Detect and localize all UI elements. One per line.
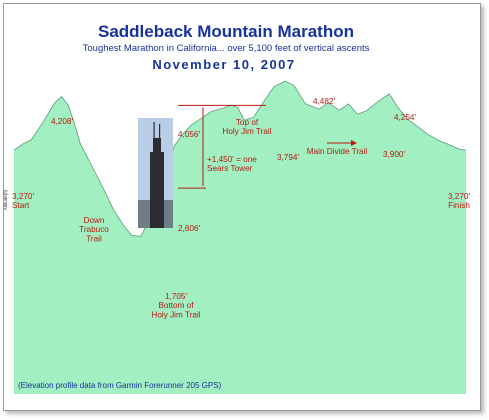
annotation-tower-bottom: 2,606' bbox=[178, 224, 200, 233]
annotation-finish: 3,270' Finish bbox=[448, 192, 470, 210]
source-note: (Elevation profile data from Garmin Fore… bbox=[18, 381, 222, 390]
tower-upper bbox=[153, 138, 161, 154]
y-axis-label: Altitude(ft) bbox=[3, 189, 8, 210]
annotation-trough-1-line-0: 3,794' bbox=[277, 153, 299, 162]
annotation-start-line-1: Start bbox=[12, 201, 30, 210]
annotation-trough-2-line-0: 3,900' bbox=[383, 150, 405, 159]
annotation-top-holy-jim-line-0: Top of bbox=[236, 118, 259, 127]
annotation-top-holy-jim: Top of Holy Jim Trail bbox=[222, 118, 271, 136]
annotation-down-trabuco-line-0: Down bbox=[84, 216, 105, 225]
elevation-area bbox=[14, 81, 466, 394]
elevation-line bbox=[13, 80, 467, 237]
annotation-down-trabuco-line-1: Trabuco bbox=[79, 225, 109, 234]
sears-tower-photo bbox=[138, 118, 173, 228]
chart-title: Saddleback Mountain Marathon bbox=[98, 22, 354, 41]
annotation-finish-line-1: Finish bbox=[448, 201, 470, 210]
annotation-bottom-holy-jim: 1,705' Bottom of Holy Jim Trail bbox=[151, 292, 200, 319]
annotation-top-holy-jim-line-1: Holy Jim Trail bbox=[222, 127, 271, 136]
annotation-bottom-holy-jim-line-0: 1,705' bbox=[165, 292, 187, 301]
annotation-bottom-holy-jim-line-2: Holy Jim Trail bbox=[151, 310, 200, 319]
annotation-down-trabuco: Down Trabuco Trail bbox=[79, 216, 109, 243]
annotation-tower-bottom-line-0: 2,606' bbox=[178, 224, 200, 233]
annotation-peak-2-line-0: 4,482' bbox=[313, 97, 335, 106]
annotation-peak-3-line-0: 4,254' bbox=[394, 113, 416, 122]
chart-subtitle: Toughest Marathon in California... over … bbox=[83, 43, 370, 54]
annotation-trough-2: 3,900' bbox=[383, 150, 405, 159]
annotation-tower-top-line-0: 4,056' bbox=[178, 130, 200, 139]
annotation-peak-1: 4,208' bbox=[51, 117, 73, 126]
annotation-peak-1-line-0: 4,208' bbox=[51, 117, 73, 126]
annotation-down-trabuco-line-2: Trail bbox=[86, 234, 102, 243]
annotation-tower-height-line-0: +1,450' = one bbox=[207, 155, 257, 164]
tower-antenna-right bbox=[159, 124, 161, 138]
annotation-trough-1: 3,794' bbox=[277, 153, 299, 162]
annotation-bottom-holy-jim-line-1: Bottom of bbox=[158, 301, 194, 310]
annotation-tower-top: 4,056' bbox=[178, 130, 200, 139]
annotation-finish-line-0: 3,270' bbox=[448, 192, 470, 201]
annotation-start: 3,270' Start bbox=[12, 192, 34, 210]
annotation-main-divide: Main Divide Trail bbox=[307, 147, 368, 156]
annotation-peak-3: 4,254' bbox=[394, 113, 416, 122]
annotation-start-line-0: 3,270' bbox=[12, 192, 34, 201]
annotation-tower-height-line-1: Sears Tower bbox=[207, 164, 253, 173]
tower-body bbox=[150, 152, 164, 228]
tower-antenna-left bbox=[153, 122, 155, 138]
annotation-main-divide-line-0: Main Divide Trail bbox=[307, 147, 368, 156]
annotation-tower-height: +1,450' = one Sears Tower bbox=[207, 155, 257, 173]
race-date: November 10, 2007 bbox=[152, 57, 295, 72]
annotation-peak-2: 4,482' bbox=[313, 97, 335, 106]
main-divide-arrowhead bbox=[351, 140, 357, 146]
